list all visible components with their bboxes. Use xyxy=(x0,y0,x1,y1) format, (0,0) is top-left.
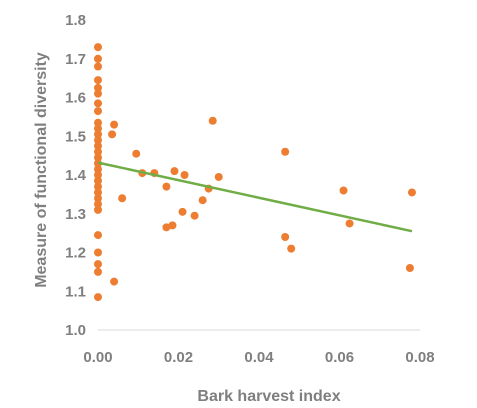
data-point xyxy=(94,171,102,179)
data-point xyxy=(178,207,187,216)
y-tick-label: 1.1 xyxy=(65,283,86,300)
y-tick-label: 1.6 xyxy=(65,90,86,107)
data-point xyxy=(94,147,102,156)
data-point xyxy=(94,182,102,191)
y-tick-label: 1.2 xyxy=(65,245,86,262)
data-point xyxy=(94,136,102,145)
data-point xyxy=(214,172,223,181)
y-tick-label: 1.3 xyxy=(65,206,86,223)
data-point xyxy=(190,211,199,220)
data-point xyxy=(168,221,177,230)
data-point xyxy=(287,244,296,253)
data-point xyxy=(132,149,141,158)
data-point xyxy=(94,54,102,63)
y-tick-label: 1.5 xyxy=(65,128,86,145)
data-point xyxy=(94,194,102,203)
data-point xyxy=(94,267,102,276)
x-tick-label: 0.02 xyxy=(164,349,193,366)
data-point xyxy=(94,153,102,162)
data-point xyxy=(162,182,171,191)
trendline xyxy=(97,161,413,233)
data-point xyxy=(94,76,102,85)
data-point xyxy=(180,171,189,179)
data-point xyxy=(94,130,102,139)
x-tick-label: 0.08 xyxy=(405,349,434,366)
data-point xyxy=(281,147,290,156)
data-point xyxy=(94,62,102,71)
data-point xyxy=(94,176,102,185)
x-tick-labels: 0.00 0.02 0.04 0.06 0.08 xyxy=(83,349,434,366)
data-point xyxy=(110,120,119,129)
y-tick-label: 1.4 xyxy=(65,167,87,184)
y-axis-title: Measure of functional diversity xyxy=(33,52,50,288)
data-point xyxy=(94,293,102,302)
data-point xyxy=(94,83,102,92)
x-axis-title: Bark harvest index xyxy=(197,388,340,405)
data-point xyxy=(281,233,290,241)
data-point xyxy=(118,194,127,203)
data-point xyxy=(198,196,207,205)
data-point xyxy=(94,205,102,214)
data-point xyxy=(94,107,102,116)
data-point xyxy=(94,141,102,150)
data-point xyxy=(94,231,102,240)
data-point xyxy=(339,186,348,195)
x-tick-label: 0.04 xyxy=(244,349,274,366)
y-tick-label: 1.8 xyxy=(65,12,86,29)
data-point xyxy=(110,277,119,286)
y-tick-labels: 1.0 1.1 1.2 1.3 1.4 1.5 1.6 1.7 1.8 xyxy=(65,12,87,339)
data-point xyxy=(208,116,217,125)
data-point xyxy=(94,43,102,52)
x-tick-label: 0.00 xyxy=(83,349,112,366)
data-point xyxy=(94,248,102,257)
data-point xyxy=(345,219,354,228)
data-point xyxy=(170,167,179,176)
data-point xyxy=(94,165,102,174)
data-point xyxy=(94,200,102,209)
y-tick-label: 1.7 xyxy=(65,51,86,68)
x-tick-label: 0.06 xyxy=(325,349,354,366)
data-point xyxy=(94,124,102,133)
data-point xyxy=(94,118,102,127)
data-points xyxy=(94,43,416,302)
data-point xyxy=(94,188,102,197)
data-point xyxy=(407,188,416,197)
data-point xyxy=(405,264,414,272)
data-point xyxy=(94,260,102,269)
y-tick-label: 1.0 xyxy=(65,322,86,339)
data-point xyxy=(94,89,102,98)
data-point xyxy=(108,130,117,139)
data-point xyxy=(162,223,171,232)
data-point xyxy=(94,99,102,108)
